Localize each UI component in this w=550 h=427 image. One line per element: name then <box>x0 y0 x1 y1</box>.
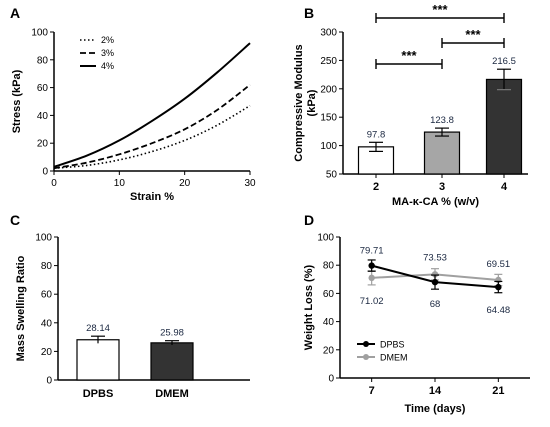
panel-c-data-label: 28.14 <box>86 323 110 334</box>
panel-a-y-tick-label: 20 <box>37 139 49 150</box>
panel-b-y-tick-label: 200 <box>320 84 337 95</box>
panel-a-y-tick-label: 100 <box>31 28 48 39</box>
panel-d-y-tick-label: 0 <box>328 374 334 385</box>
panel-a-y-axis-title: Stress (kPa) <box>11 69 23 133</box>
panel-c-panel-letter: C <box>10 212 20 228</box>
panel-b-significance-label: *** <box>401 48 417 63</box>
panel-a-x-tick-label: 20 <box>179 178 191 189</box>
panel-d-series-DMEM-point <box>368 274 375 282</box>
panel-d-series-DPBS-point <box>368 262 375 269</box>
panel-c-y-axis-title: Mass Swelling Ratio <box>15 255 27 361</box>
panel-a-y-tick-label: 60 <box>37 83 49 94</box>
panel-d-x-tick-label: 7 <box>369 385 375 397</box>
panel-d-legend-marker <box>363 354 369 360</box>
panel-c-data-label: 25.98 <box>160 328 184 339</box>
panel-c-x-tick-label: DPBS <box>83 388 114 400</box>
panel-d-y-tick-label: 80 <box>323 261 335 272</box>
panel-d-legend-marker <box>363 341 369 347</box>
panel-c-y-tick-label: 20 <box>41 347 53 358</box>
panel-d-series-DPBS-data-label: 64.48 <box>486 305 510 316</box>
panel-d-series-DPBS-point <box>431 278 439 286</box>
panel-b-x-axis-title: MA-κ-CA % (w/v) <box>392 196 479 208</box>
panel-b-y-tick-label: 50 <box>326 170 338 181</box>
panel-d-y-tick-label: 100 <box>317 233 334 244</box>
panel-b-y-axis-title-line1: Compressive Modulus <box>293 44 305 161</box>
panel-b-panel-letter: B <box>304 5 314 21</box>
panel-b-y-tick-label: 150 <box>320 113 337 124</box>
panel-b-x-tick-label: 3 <box>439 181 445 193</box>
panel-a-series-3%-line <box>53 84 251 170</box>
panel-d-series-DPBS-point <box>495 283 502 291</box>
panel-a-panel-letter: A <box>10 5 20 21</box>
panel-d-x-tick-label: 14 <box>429 385 442 397</box>
panel-b-bar <box>423 131 461 175</box>
panel-d-series-DMEM-data-label: 69.51 <box>486 259 510 270</box>
panel-d-series-DMEM-data-label: 73.53 <box>423 252 447 263</box>
panel-d-series-DMEM-point <box>431 271 439 278</box>
panel-a-x-tick-label: 10 <box>114 178 126 189</box>
panel-a-y-tick-label: 0 <box>42 167 48 178</box>
panel-d-series-DPBS-data-label: 79.71 <box>360 246 384 257</box>
panel-b-data-label: 123.8 <box>430 115 454 126</box>
panel-a-y-tick-label: 40 <box>37 111 49 122</box>
panel-d-y-tick-label: 40 <box>323 317 335 328</box>
panel-c-y-tick-label: 80 <box>41 261 53 272</box>
panel-d-panel-letter: D <box>304 212 314 228</box>
panel-d-series-DMEM-data-label: 71.02 <box>360 296 384 307</box>
panel-a-legend-label: 2% <box>101 35 114 45</box>
panel-a-x-tick-label: 0 <box>51 178 57 189</box>
panel-d-x-axis-title: Time (days) <box>405 403 466 415</box>
panel-a-legend-label: 4% <box>101 61 114 71</box>
panel-d-x-tick-label: 21 <box>492 385 504 397</box>
panel-a-y-tick-label: 80 <box>37 55 49 66</box>
panel-d-legend-label: DMEM <box>380 353 408 363</box>
panel-c-bar <box>150 342 194 381</box>
panel-a-x-tick-label: 30 <box>244 178 256 189</box>
panel-b-x-tick-label: 4 <box>501 181 508 193</box>
panel-c-x-tick-label: DMEM <box>155 388 189 400</box>
panel-b-bar <box>485 78 523 175</box>
panel-b-data-label: 97.8 <box>367 129 386 140</box>
panel-c-y-tick-label: 100 <box>35 233 52 244</box>
panel-b-y-tick-label: 300 <box>320 28 337 39</box>
panel-c-y-tick-label: 40 <box>41 318 53 329</box>
panel-c-bar <box>76 339 120 381</box>
panel-d-y-tick-label: 60 <box>323 289 335 300</box>
panel-b-x-tick-label: 2 <box>373 181 379 193</box>
panel-d-series-DPBS-data-label: 68 <box>430 299 441 310</box>
panel-a-series-4%-line <box>53 42 251 168</box>
panel-d-y-tick-label: 20 <box>323 345 335 356</box>
panel-a-legend-label: 3% <box>101 48 114 58</box>
panel-b-significance-label: *** <box>465 27 481 42</box>
panel-c-y-tick-label: 60 <box>41 290 53 301</box>
panel-c-y-tick-label: 0 <box>46 376 52 387</box>
panel-b-data-label: 216.5 <box>492 56 516 67</box>
panel-b-y-tick-label: 100 <box>320 141 337 152</box>
panel-b-y-tick-label: 250 <box>320 56 337 67</box>
panel-b-significance-label: *** <box>432 2 448 17</box>
panel-b-y-axis-title-line2: (kPa) <box>306 89 318 116</box>
panel-a-series-2%-line <box>53 104 251 170</box>
panel-a-x-axis-title: Strain % <box>130 191 174 203</box>
panel-d-legend-label: DPBS <box>380 340 405 350</box>
panel-d-y-axis-title: Weight Loss (%) <box>303 264 315 350</box>
